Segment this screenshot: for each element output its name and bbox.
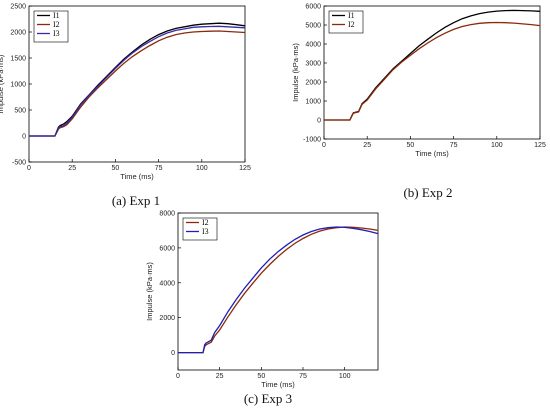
y-tick-label: 6000: [159, 245, 175, 252]
series-line-i3: [178, 226, 379, 354]
legend-entry: I1: [53, 11, 60, 20]
y-tick-label: 1000: [10, 82, 26, 89]
x-tick-label: 25: [363, 142, 371, 149]
series-line-i3: [29, 25, 246, 137]
caption-exp3: (c) Exp 3: [244, 391, 292, 406]
y-tick-label: 1500: [10, 56, 26, 63]
chart-exp2: 0 25 50 75 100 125-10000100020003000400050006…: [291, 4, 546, 159]
legend-entry: I1: [348, 11, 355, 20]
legend-entry: I2: [202, 218, 209, 227]
y-tick-label: -1000: [303, 137, 321, 144]
y-tick-label: 500: [14, 108, 26, 115]
y-tick-label: 2000: [10, 30, 26, 37]
x-axis-label: Time (ms): [415, 149, 449, 158]
x-tick-label: 75: [299, 373, 307, 380]
y-axis-label: Impulse (kPa·ms): [145, 262, 154, 321]
series-line-i2: [178, 226, 379, 354]
x-tick-label: 100: [196, 165, 208, 172]
plot-frame: [177, 212, 379, 371]
x-tick-label: 0: [322, 142, 326, 149]
y-axis-label: Impulse (kPa·ms): [291, 43, 300, 102]
x-tick-label: 50: [112, 165, 120, 172]
series-line-i2: [324, 21, 541, 121]
legend-entry: I3: [53, 29, 60, 38]
y-tick-label: 2000: [159, 315, 175, 322]
x-tick-label: 25: [216, 373, 224, 380]
x-axis-label: Time (ms): [120, 172, 154, 181]
x-tick-label: 125: [534, 142, 546, 149]
x-tick-label: 75: [155, 165, 163, 172]
x-tick-label: 75: [450, 142, 458, 149]
plot-frame: [323, 5, 541, 140]
y-axis-label: Impulse (kPa·ms): [0, 54, 5, 113]
chart-exp1: 0 25 50 75 100 125-50005001000150020002500Tim…: [0, 4, 251, 182]
x-axis-label: Time (ms): [261, 380, 295, 389]
y-tick-label: 4000: [159, 280, 175, 287]
y-tick-label: 3000: [305, 61, 321, 68]
y-tick-label: 0: [171, 350, 175, 357]
series-line-i2: [29, 30, 246, 137]
x-tick-label: 100: [339, 373, 351, 380]
legend-box: [328, 10, 364, 34]
x-tick-label: 0: [27, 165, 31, 172]
y-tick-label: 0: [317, 118, 321, 125]
y-tick-label: 4000: [305, 42, 321, 49]
y-tick-label: 8000: [159, 211, 175, 218]
y-tick-label: 6000: [305, 4, 321, 11]
x-tick-label: 125: [239, 165, 251, 172]
x-tick-label: 100: [491, 142, 503, 149]
chart-exp3: 0 25 50 75 100 0 2000 4000 6000 8000 Time (ms) Impu…: [145, 211, 379, 389]
y-tick-label: 2000: [305, 80, 321, 87]
legend-box: [33, 10, 69, 43]
y-tick-label: -500: [12, 160, 26, 167]
x-tick-label: 0: [176, 373, 180, 380]
legend-entry: I2: [53, 20, 60, 29]
caption-exp2: (b) Exp 2: [403, 185, 452, 200]
caption-exp1: (a) Exp 1: [112, 193, 160, 208]
x-tick-label: 50: [257, 373, 265, 380]
series-line-i1: [29, 22, 246, 137]
y-tick-label: 1000: [305, 99, 321, 106]
legend-entry: I2: [348, 20, 355, 29]
x-tick-label: 25: [68, 165, 76, 172]
x-tick-label: 50: [407, 142, 415, 149]
y-tick-label: 2500: [10, 4, 26, 11]
y-tick-label: 5000: [305, 23, 321, 30]
legend-entry: I3: [202, 227, 209, 236]
legend-box: [182, 217, 218, 241]
y-tick-label: 0: [22, 134, 26, 141]
